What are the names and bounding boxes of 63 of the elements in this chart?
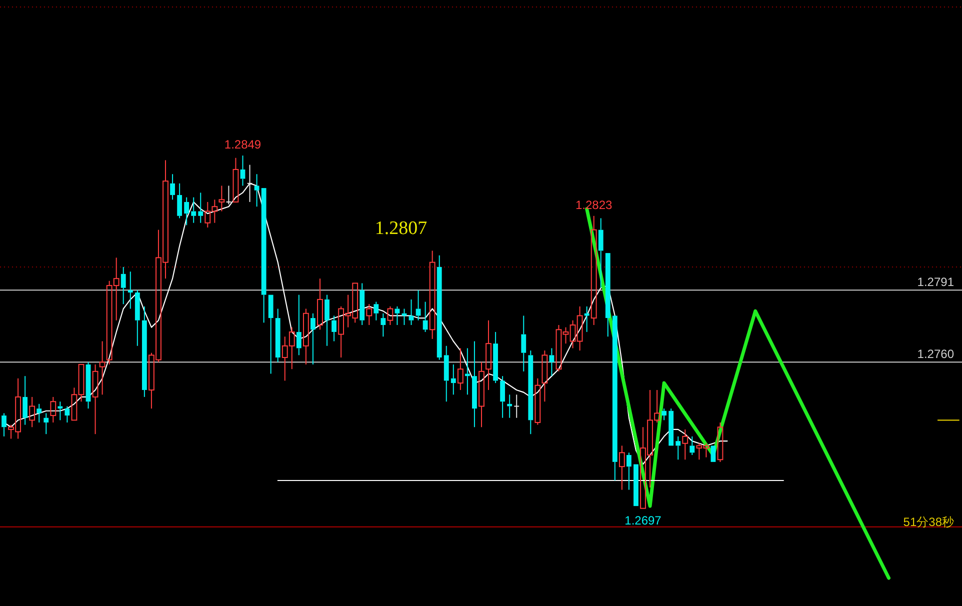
candlestick bbox=[429, 250, 436, 340]
candlestick bbox=[58, 401, 63, 421]
candlestick bbox=[682, 428, 688, 460]
candlestick bbox=[457, 348, 464, 390]
candlestick bbox=[310, 312, 316, 365]
candlestick bbox=[549, 348, 554, 377]
candlestick bbox=[324, 294, 330, 346]
candlestick bbox=[450, 364, 456, 396]
candlestick bbox=[676, 436, 681, 460]
candlestick bbox=[360, 282, 365, 326]
candlestick bbox=[590, 215, 597, 326]
candlestick bbox=[86, 362, 91, 410]
candlestick bbox=[478, 362, 484, 428]
candlestick bbox=[408, 298, 414, 326]
candlestick bbox=[240, 155, 246, 186]
annotation: 1.2849 bbox=[224, 138, 262, 152]
candlestick bbox=[142, 306, 147, 398]
candlestick bbox=[134, 290, 140, 346]
candlestick bbox=[472, 340, 477, 428]
candlestick bbox=[44, 412, 49, 435]
candlestick bbox=[184, 196, 190, 226]
candlestick bbox=[416, 290, 421, 321]
candlestick bbox=[422, 301, 428, 332]
candlestick bbox=[22, 376, 28, 426]
candlestick bbox=[296, 294, 302, 356]
candlestick bbox=[218, 185, 225, 212]
candlestick bbox=[514, 394, 520, 418]
candlestick bbox=[332, 315, 336, 342]
candlestick bbox=[128, 271, 133, 310]
candlestick bbox=[444, 345, 449, 402]
candlestick bbox=[92, 364, 98, 435]
candlestick bbox=[380, 312, 386, 338]
candlestick bbox=[170, 174, 175, 200]
ref-line-label: 1.2791 bbox=[917, 275, 954, 290]
candlestick bbox=[302, 308, 309, 365]
candlestick bbox=[500, 376, 506, 418]
candlestick bbox=[486, 320, 492, 390]
annotation: 1.2823 bbox=[575, 198, 613, 212]
candlestick bbox=[36, 403, 42, 423]
candlestick bbox=[626, 452, 632, 490]
candlestick bbox=[521, 315, 526, 372]
candlestick bbox=[493, 331, 498, 384]
candlestick bbox=[618, 445, 625, 490]
candlestick bbox=[254, 174, 260, 208]
candlestick bbox=[598, 218, 604, 288]
candlestick bbox=[436, 254, 442, 360]
candlestick bbox=[275, 308, 280, 363]
candlestick bbox=[120, 266, 126, 305]
candlestick bbox=[191, 196, 196, 224]
candlestick bbox=[198, 192, 204, 224]
candlestick bbox=[246, 164, 253, 202]
annotation: 1.2807 bbox=[374, 218, 428, 239]
candlestick bbox=[64, 406, 70, 423]
annotation: 1.2697 bbox=[624, 513, 662, 528]
candlestick bbox=[2, 412, 6, 437]
candlestick bbox=[690, 436, 695, 456]
text: 51分38秒 bbox=[903, 515, 954, 529]
candlestick bbox=[99, 340, 106, 396]
ref-line-label: 1.2760 bbox=[917, 347, 954, 362]
candlestick bbox=[528, 350, 534, 435]
candlestick bbox=[662, 408, 667, 421]
candlestick bbox=[29, 396, 36, 428]
candlestick bbox=[464, 348, 470, 396]
